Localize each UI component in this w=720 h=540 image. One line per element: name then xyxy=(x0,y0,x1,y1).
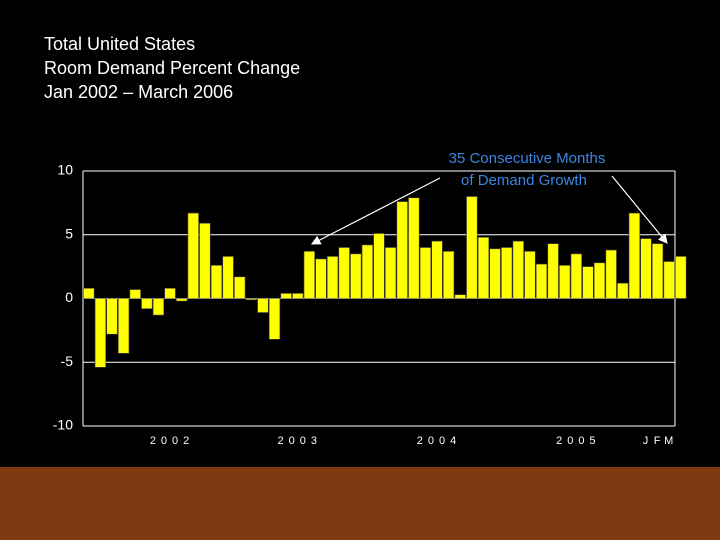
bar xyxy=(350,253,362,299)
bar xyxy=(547,243,559,299)
x-tick-label: J xyxy=(643,435,654,447)
bar xyxy=(257,298,269,313)
x-tick-label: 2003 xyxy=(278,435,322,447)
y-tick-label: 5 xyxy=(65,225,73,241)
bar xyxy=(83,287,95,299)
bar xyxy=(361,244,374,299)
bar xyxy=(292,293,304,299)
bar xyxy=(628,212,641,299)
bar xyxy=(663,261,675,299)
bar xyxy=(419,247,432,299)
bar xyxy=(384,247,397,299)
bar xyxy=(117,298,130,354)
bar xyxy=(582,266,594,299)
bar xyxy=(651,243,664,299)
title-line: Jan 2002 – March 2006 xyxy=(44,82,233,102)
arrow xyxy=(310,177,441,245)
bar xyxy=(245,298,257,301)
footer-band xyxy=(0,467,720,540)
y-tick-label: 0 xyxy=(65,289,73,305)
bar xyxy=(570,253,582,299)
bar xyxy=(640,238,652,299)
bar xyxy=(303,251,315,299)
y-tick-label: -5 xyxy=(61,353,74,369)
bar xyxy=(605,249,617,299)
bar xyxy=(535,263,548,299)
bar xyxy=(106,298,118,335)
arrow xyxy=(611,175,668,244)
bar xyxy=(454,294,466,299)
bar xyxy=(187,212,199,299)
bar xyxy=(129,289,141,299)
bar xyxy=(477,237,490,299)
bar xyxy=(396,201,408,299)
bar xyxy=(466,196,478,299)
title-line: Room Demand Percent Change xyxy=(44,58,300,78)
bar xyxy=(489,248,501,299)
bar xyxy=(431,240,443,299)
bar xyxy=(141,298,153,309)
bar xyxy=(443,251,455,299)
bar xyxy=(373,233,385,299)
x-tick-label: 2005 xyxy=(556,435,600,447)
bar xyxy=(338,247,350,299)
x-tick-label: F xyxy=(654,435,666,447)
x-tick-label: 2002 xyxy=(150,435,194,447)
bar xyxy=(559,265,571,299)
bar xyxy=(315,258,327,299)
bar xyxy=(408,197,420,299)
bar xyxy=(176,298,188,302)
bar xyxy=(210,265,223,299)
annotation: 35 Consecutive Months xyxy=(449,150,606,167)
bar xyxy=(222,256,234,299)
bar xyxy=(234,276,246,299)
bar xyxy=(152,298,165,316)
x-tick-label: M xyxy=(664,435,678,447)
bar xyxy=(280,293,292,299)
x-tick-label: 2004 xyxy=(417,435,461,447)
y-tick-label: 10 xyxy=(57,162,73,178)
bar xyxy=(199,222,211,299)
y-tick-label: -10 xyxy=(53,417,73,433)
bar xyxy=(524,251,536,299)
annotation: of Demand Growth xyxy=(461,172,587,189)
title-line: Total United States xyxy=(44,34,195,54)
bar xyxy=(593,262,606,299)
bar xyxy=(326,256,339,299)
bar xyxy=(268,298,281,340)
bar xyxy=(617,282,629,299)
bar xyxy=(94,298,107,368)
bar xyxy=(675,256,687,299)
bar xyxy=(164,287,176,299)
bar xyxy=(501,247,513,299)
bar xyxy=(512,240,524,299)
